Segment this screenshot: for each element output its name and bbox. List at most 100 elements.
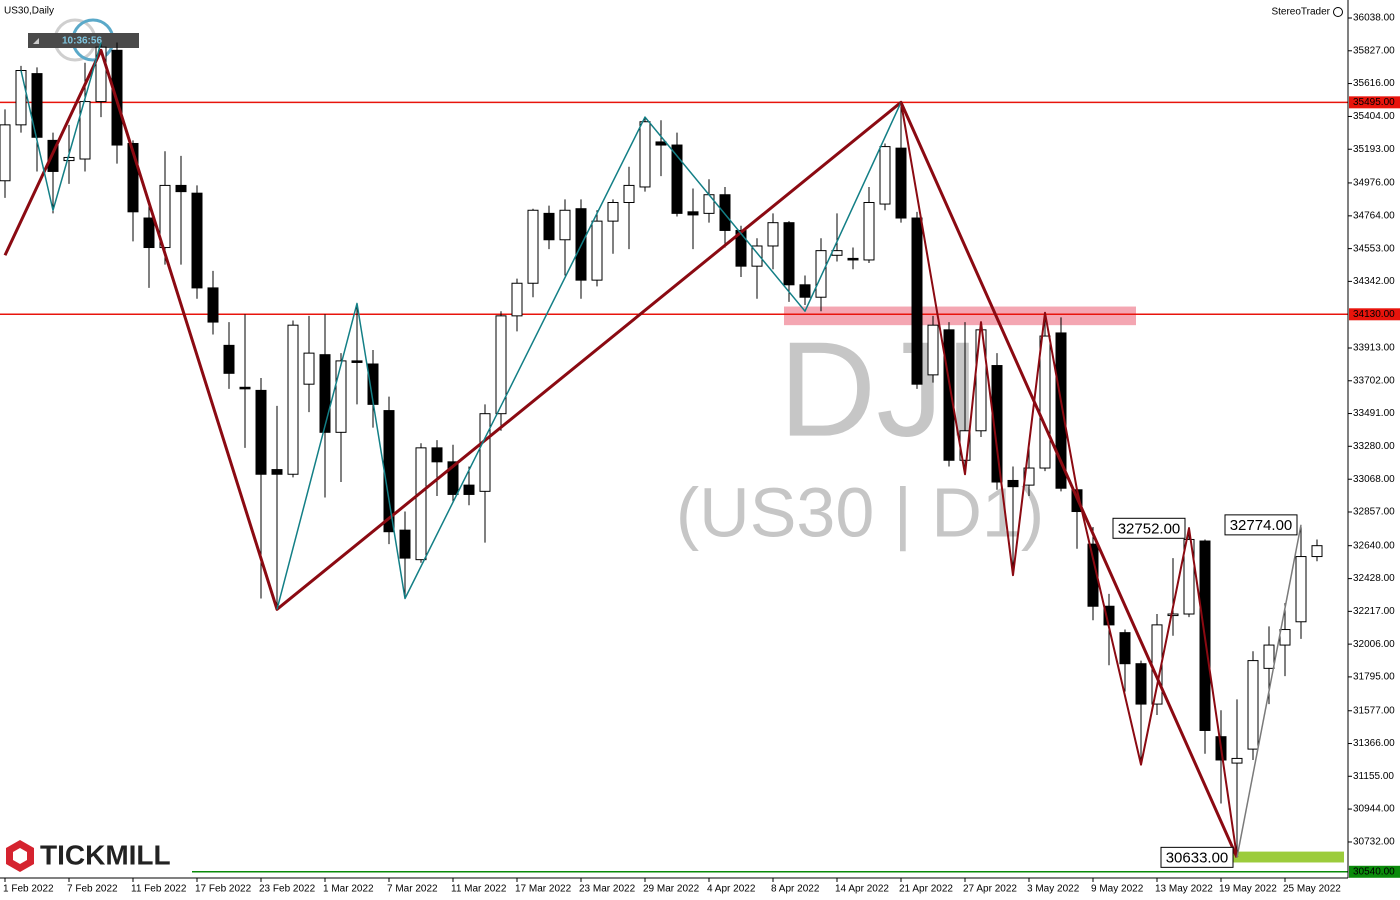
y-tick-label: 33913.00 xyxy=(1353,343,1395,354)
candle-body xyxy=(1279,629,1291,646)
candle-body xyxy=(879,146,891,205)
candle-body xyxy=(431,447,443,463)
candle-body xyxy=(1055,332,1067,489)
level-label: 34130.00 xyxy=(1353,309,1395,320)
level-label: 30540.00 xyxy=(1353,866,1395,877)
x-tick-label: 11 Feb 2022 xyxy=(131,884,187,895)
candle-body xyxy=(319,354,331,433)
y-tick-label: 35827.00 xyxy=(1353,45,1395,56)
chart-title: US30,Daily xyxy=(4,6,54,17)
candle-body xyxy=(95,46,107,103)
x-tick-label: 23 Mar 2022 xyxy=(579,884,636,895)
x-tick-label: 29 Mar 2022 xyxy=(643,884,700,895)
candle-body xyxy=(559,209,571,241)
candle-body xyxy=(127,142,139,213)
candle-body xyxy=(655,141,667,146)
zigzag-line xyxy=(276,102,902,610)
y-tick-label: 31577.00 xyxy=(1353,705,1395,716)
candle-body xyxy=(767,222,779,247)
candle-body xyxy=(207,287,219,323)
candle-body xyxy=(303,352,315,385)
x-tick-label: 23 Feb 2022 xyxy=(259,884,316,895)
logo-mark-inner xyxy=(13,848,27,864)
y-tick-label: 32428.00 xyxy=(1353,573,1395,584)
candle-body xyxy=(831,250,843,256)
candle-body xyxy=(1007,479,1019,488)
candle-body xyxy=(895,147,907,219)
candle-body xyxy=(1183,538,1195,615)
y-tick-label: 31795.00 xyxy=(1353,672,1395,683)
candle-body xyxy=(255,389,267,475)
level-label-box xyxy=(1349,308,1400,321)
candle-body xyxy=(271,469,283,475)
candle-body xyxy=(15,70,27,126)
level-label: 35495.00 xyxy=(1353,97,1395,108)
x-tick-label: 1 Mar 2022 xyxy=(323,884,374,895)
x-tick-label: 25 May 2022 xyxy=(1283,884,1341,895)
candle-body xyxy=(287,324,299,475)
candle-body xyxy=(1295,556,1307,623)
x-tick-label: 7 Feb 2022 xyxy=(67,884,118,895)
y-tick-label: 33491.00 xyxy=(1353,408,1395,419)
candle-body xyxy=(783,222,795,286)
candle-body xyxy=(1039,335,1051,469)
x-tick-label: 1 Feb 2022 xyxy=(3,884,54,895)
x-tick-label: 17 Feb 2022 xyxy=(195,884,252,895)
candle-body xyxy=(1311,545,1323,558)
candle-body xyxy=(1023,467,1035,486)
candle-body xyxy=(239,386,251,390)
logo-text: TICKMILL xyxy=(40,839,171,870)
price-label-box xyxy=(1160,846,1234,868)
candle-body xyxy=(495,315,507,415)
y-tick-label: 33280.00 xyxy=(1353,441,1395,452)
candle-body xyxy=(479,413,491,492)
candle-body xyxy=(447,461,459,495)
x-tick-label: 3 May 2022 xyxy=(1027,884,1080,895)
candle-body xyxy=(911,217,923,385)
candle-body xyxy=(143,217,155,249)
x-tick-label: 14 Apr 2022 xyxy=(835,884,889,895)
y-tick-label: 33068.00 xyxy=(1353,474,1395,485)
candle-body xyxy=(623,184,635,203)
x-tick-label: 27 Apr 2022 xyxy=(963,884,1017,895)
price-label-box xyxy=(1224,514,1298,536)
candle-body xyxy=(991,365,1003,483)
tickmill-logo: TICKMILL xyxy=(0,838,192,876)
x-tick-label: 13 May 2022 xyxy=(1155,884,1213,895)
price-label: 32774.00 xyxy=(1230,517,1293,534)
clock: 10:36:56 xyxy=(62,36,102,47)
zigzag-line xyxy=(900,102,1238,858)
candle-body xyxy=(175,184,187,193)
candle-body xyxy=(79,101,91,160)
price-label-box xyxy=(1112,517,1186,539)
candle-body xyxy=(159,184,171,249)
candle-body xyxy=(719,194,731,231)
candle-body xyxy=(1119,632,1131,665)
candle-body xyxy=(543,212,555,241)
level-label-box xyxy=(1349,96,1400,109)
candle-body xyxy=(943,329,955,461)
zone xyxy=(784,306,1136,326)
clock-box xyxy=(28,33,139,48)
y-tick-label: 35404.00 xyxy=(1353,111,1395,122)
price-label: 32752.00 xyxy=(1118,520,1181,537)
zone xyxy=(1232,851,1344,863)
candle-body xyxy=(399,529,411,559)
y-tick-label: 34553.00 xyxy=(1353,243,1395,254)
candle-body xyxy=(927,324,939,376)
x-tick-label: 8 Apr 2022 xyxy=(771,884,820,895)
watermark-period: (US30 | D1) xyxy=(676,473,1044,551)
y-tick-label: 34976.00 xyxy=(1353,178,1395,189)
y-tick-label: 32640.00 xyxy=(1353,540,1395,551)
plot: 36038.00 35827.00 35616.00 35404.00 35193.00… xyxy=(0,13,1400,895)
y-tick-label: 32857.00 xyxy=(1353,507,1395,518)
candle-body xyxy=(639,121,651,188)
x-tick-label: 9 May 2022 xyxy=(1091,884,1144,895)
y-tick-label: 30944.00 xyxy=(1353,804,1395,815)
candle-body xyxy=(383,410,395,533)
y-tick-label: 30732.00 xyxy=(1353,837,1395,848)
y-tick-label: 34342.00 xyxy=(1353,276,1395,287)
y-tick-label: 32217.00 xyxy=(1353,606,1395,617)
candle-body xyxy=(0,124,11,182)
